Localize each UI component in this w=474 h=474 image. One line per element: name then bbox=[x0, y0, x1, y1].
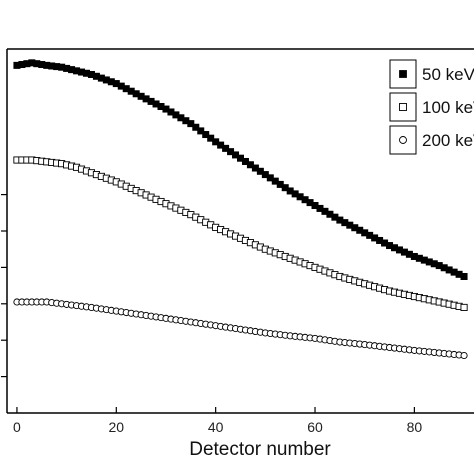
data-point bbox=[460, 272, 468, 280]
x-tick-label: 60 bbox=[307, 419, 323, 435]
series-1 bbox=[13, 156, 468, 311]
x-tick-label: 20 bbox=[109, 419, 125, 435]
legend-label: 50 keV bbox=[422, 65, 474, 84]
plot-frame: 0 20 40 60 80 bbox=[1, 48, 474, 435]
legend-label: 200 keV bbox=[422, 131, 474, 150]
x-tick-label: 0 bbox=[13, 419, 21, 435]
x-tick-label: 80 bbox=[407, 419, 423, 435]
data-point bbox=[192, 123, 200, 131]
x-tick-label: 40 bbox=[208, 419, 224, 435]
data-point bbox=[207, 134, 215, 142]
legend-marker bbox=[399, 136, 407, 144]
series-0 bbox=[13, 59, 468, 280]
legend-marker bbox=[399, 103, 407, 111]
legend-marker bbox=[399, 70, 407, 78]
data-point bbox=[460, 303, 468, 311]
data-point bbox=[187, 120, 195, 128]
series-2 bbox=[13, 298, 468, 360]
data-point bbox=[460, 351, 468, 360]
chart-marks bbox=[13, 59, 468, 360]
data-point bbox=[197, 127, 205, 135]
legend: 50 keV 100 keV 200 keV bbox=[389, 59, 474, 155]
legend-label: 100 keV bbox=[422, 98, 474, 117]
data-point bbox=[202, 131, 210, 139]
x-axis-title: Detector number bbox=[189, 439, 331, 460]
legend-symbol-box bbox=[389, 125, 417, 155]
